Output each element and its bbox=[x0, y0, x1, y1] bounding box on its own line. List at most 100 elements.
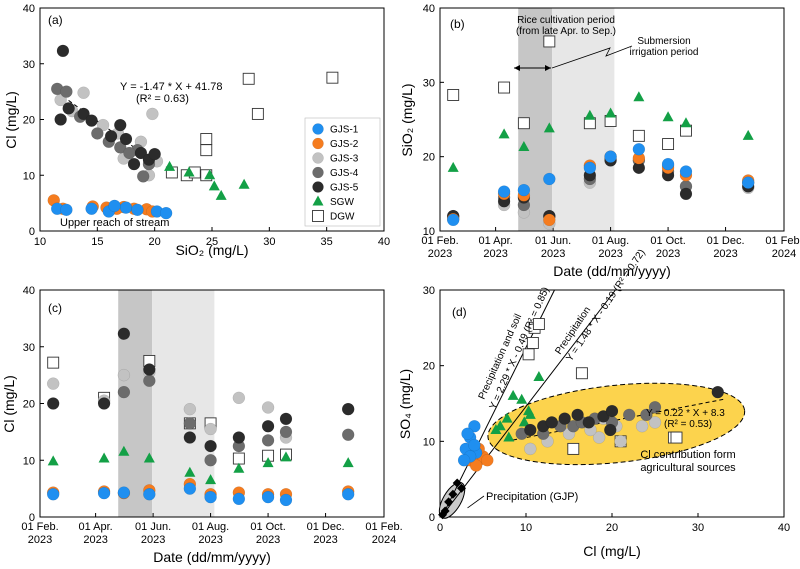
legend-label-sgw: SGW bbox=[330, 197, 354, 208]
panel-a-note: Upper reach of stream bbox=[60, 217, 169, 229]
panel-a-point-sgw bbox=[164, 160, 176, 171]
panel-a-point-sgw bbox=[238, 178, 250, 189]
panel-a-point-gjs-4 bbox=[91, 127, 104, 140]
panel-b-ytick-label: 10 bbox=[423, 226, 435, 238]
panel-a-point-gjs-5 bbox=[114, 118, 127, 132]
legend-label-gjs-5: GJS-5 bbox=[330, 183, 359, 194]
panel-d-point-gjs-1 bbox=[461, 427, 474, 441]
panel-d-point-sgw bbox=[507, 389, 519, 400]
panel-a-r2: (R² = 0.63) bbox=[136, 93, 189, 105]
panel-b-xtick-year: 2023 bbox=[428, 248, 452, 260]
panel-a-point-gjs-5 bbox=[85, 114, 98, 127]
panel-c-xtick-label: 01 Dec. bbox=[307, 521, 345, 533]
panel-d-ytick-label: 30 bbox=[423, 285, 435, 297]
panel-a-equation: Y = -1.47 * X + 41.78 bbox=[120, 81, 223, 93]
legend-marker-gjs-1 bbox=[312, 123, 324, 135]
panel-c-xtick-label: 01 Apr. bbox=[78, 521, 112, 533]
panel-b-xtick-label: 01 Feb. bbox=[765, 235, 800, 247]
panel-b-xtick-label: 01 Feb. bbox=[421, 235, 458, 247]
panel-c-point-gjs-5 bbox=[183, 431, 197, 444]
panel-b-label: (b) bbox=[450, 17, 465, 31]
panel-d-point-sgw bbox=[524, 408, 536, 419]
panel-a-point-gjs-3 bbox=[96, 118, 110, 132]
panel-b-point-gjs-1 bbox=[604, 150, 617, 163]
panel-c-point-gjs-3 bbox=[204, 422, 217, 436]
panel-a-point-gjs-5 bbox=[77, 107, 90, 121]
panel-b-xtick-label: 01 Dec. bbox=[707, 235, 745, 247]
panel-d-line2 bbox=[440, 289, 616, 518]
panel-c-point-gjs-5 bbox=[279, 412, 293, 426]
panel-c-ylabel: Cl (mg/L) bbox=[1, 375, 17, 433]
panel-b-point-gjs-1 bbox=[632, 142, 646, 156]
panel-a-point-gjs-1 bbox=[131, 203, 144, 217]
panel-c-xtick-label: 01 Jun. bbox=[135, 521, 171, 533]
panel-b-xtick-year: 2023 bbox=[541, 248, 565, 260]
panel-b-point-dgw bbox=[662, 138, 675, 150]
panel-d-point-sgw bbox=[494, 420, 506, 431]
panel-d-point-gjs-4 bbox=[622, 408, 636, 422]
panel-d-point-gjp bbox=[448, 489, 458, 499]
panel-c-point-gjs-4 bbox=[183, 417, 197, 430]
panel-c-point-sgw bbox=[280, 451, 292, 462]
panel-d-point-gjs-3 bbox=[648, 416, 662, 429]
panel-d-point-sgw bbox=[516, 393, 528, 404]
panel-d-point-gjs-1 bbox=[468, 438, 481, 452]
panel-b-xtick-label: 01 Jun. bbox=[535, 235, 571, 247]
panel-b-point-gjs-1 bbox=[741, 176, 755, 189]
panel-b-rice-label: Rice cultivation period bbox=[517, 15, 615, 26]
legend-marker-dgw bbox=[312, 210, 324, 222]
panel-b-point-dgw bbox=[543, 35, 556, 48]
panel-a-point-sgw bbox=[183, 166, 195, 177]
panel-a-point-gjs-1 bbox=[119, 201, 133, 214]
panel-a-point-gjs-5 bbox=[148, 147, 161, 161]
panel-c-xtick-year: 2023 bbox=[83, 534, 107, 546]
panel-a-xtick-label: 30 bbox=[263, 236, 275, 248]
panel-d-point-gjs-5 bbox=[558, 412, 571, 425]
panel-a-point-gjs-4 bbox=[123, 146, 136, 160]
panel-b-point-gjs-1 bbox=[446, 213, 460, 227]
panel-b-point-sgw bbox=[498, 128, 510, 139]
panel-b-point-gjs-1 bbox=[679, 165, 693, 178]
panel-c-xtick-label: 01 Aug. bbox=[192, 521, 229, 533]
panel-a-point-dgw bbox=[251, 107, 264, 120]
panel-a-point-gjs-3 bbox=[146, 107, 159, 121]
panel-d-ylabel: SO₄ (mg/L) bbox=[397, 369, 413, 439]
panel-b-rice-sub: (from late Apr. to Sep.) bbox=[516, 26, 616, 37]
panel-a-ytick-label: 20 bbox=[23, 115, 35, 127]
panel-b-submersion-band bbox=[552, 8, 615, 231]
panel-c-point-gjs-3 bbox=[46, 377, 60, 390]
panel-c-point-gjs-5 bbox=[117, 327, 131, 340]
legend-marker-gjs-5 bbox=[312, 181, 324, 193]
panel-a-ytick-label: 10 bbox=[23, 170, 35, 182]
panel-a-point-dgw bbox=[200, 133, 213, 145]
panel-b-point-sgw bbox=[680, 117, 692, 128]
panel-a-point-dgw bbox=[326, 71, 339, 84]
legend-label-gjs-4: GJS-4 bbox=[330, 168, 359, 179]
panel-d-agri-sub: agricultural sources bbox=[640, 462, 736, 474]
panel-d-ytick-label: 20 bbox=[423, 361, 435, 373]
panel-d-ytick-label: 0 bbox=[429, 512, 435, 524]
panel-b-xtick-year: 2023 bbox=[713, 248, 737, 260]
panel-a-xtick-label: 40 bbox=[378, 236, 390, 248]
panel-b-point-sgw bbox=[584, 109, 596, 120]
panel-c-point-gjs-5 bbox=[97, 397, 111, 410]
panel-c-point-sgw bbox=[262, 457, 274, 468]
panel-c-point-sgw bbox=[47, 455, 59, 466]
panel-c-point-gjs-5 bbox=[204, 439, 217, 453]
panel-c-point-gjs-5 bbox=[46, 397, 60, 410]
legend-marker-gjs-2 bbox=[312, 137, 324, 150]
panel-a-ylabel: Cl (mg/L) bbox=[3, 91, 19, 149]
panel-a-point-sgw bbox=[204, 169, 216, 180]
panel-c-xtick-year: 2023 bbox=[313, 534, 337, 546]
panel-c-submersion-band bbox=[152, 290, 215, 517]
panel-b-point-sgw bbox=[543, 122, 555, 133]
panel-b-xtick-label: 01 Aug. bbox=[592, 235, 629, 247]
panel-c-xtick-year: 2023 bbox=[198, 534, 222, 546]
panel-c-point-sgw bbox=[143, 452, 155, 463]
panel-c-point-gjs-3 bbox=[232, 391, 246, 405]
panel-b-point-gjs-1 bbox=[661, 157, 675, 171]
panel-c-point-gjs-3 bbox=[183, 402, 197, 416]
panel-c-point-gjs-5 bbox=[341, 402, 355, 416]
panel-d-xtick-label: 30 bbox=[692, 522, 704, 534]
panel-c-point-sgw bbox=[98, 452, 110, 463]
